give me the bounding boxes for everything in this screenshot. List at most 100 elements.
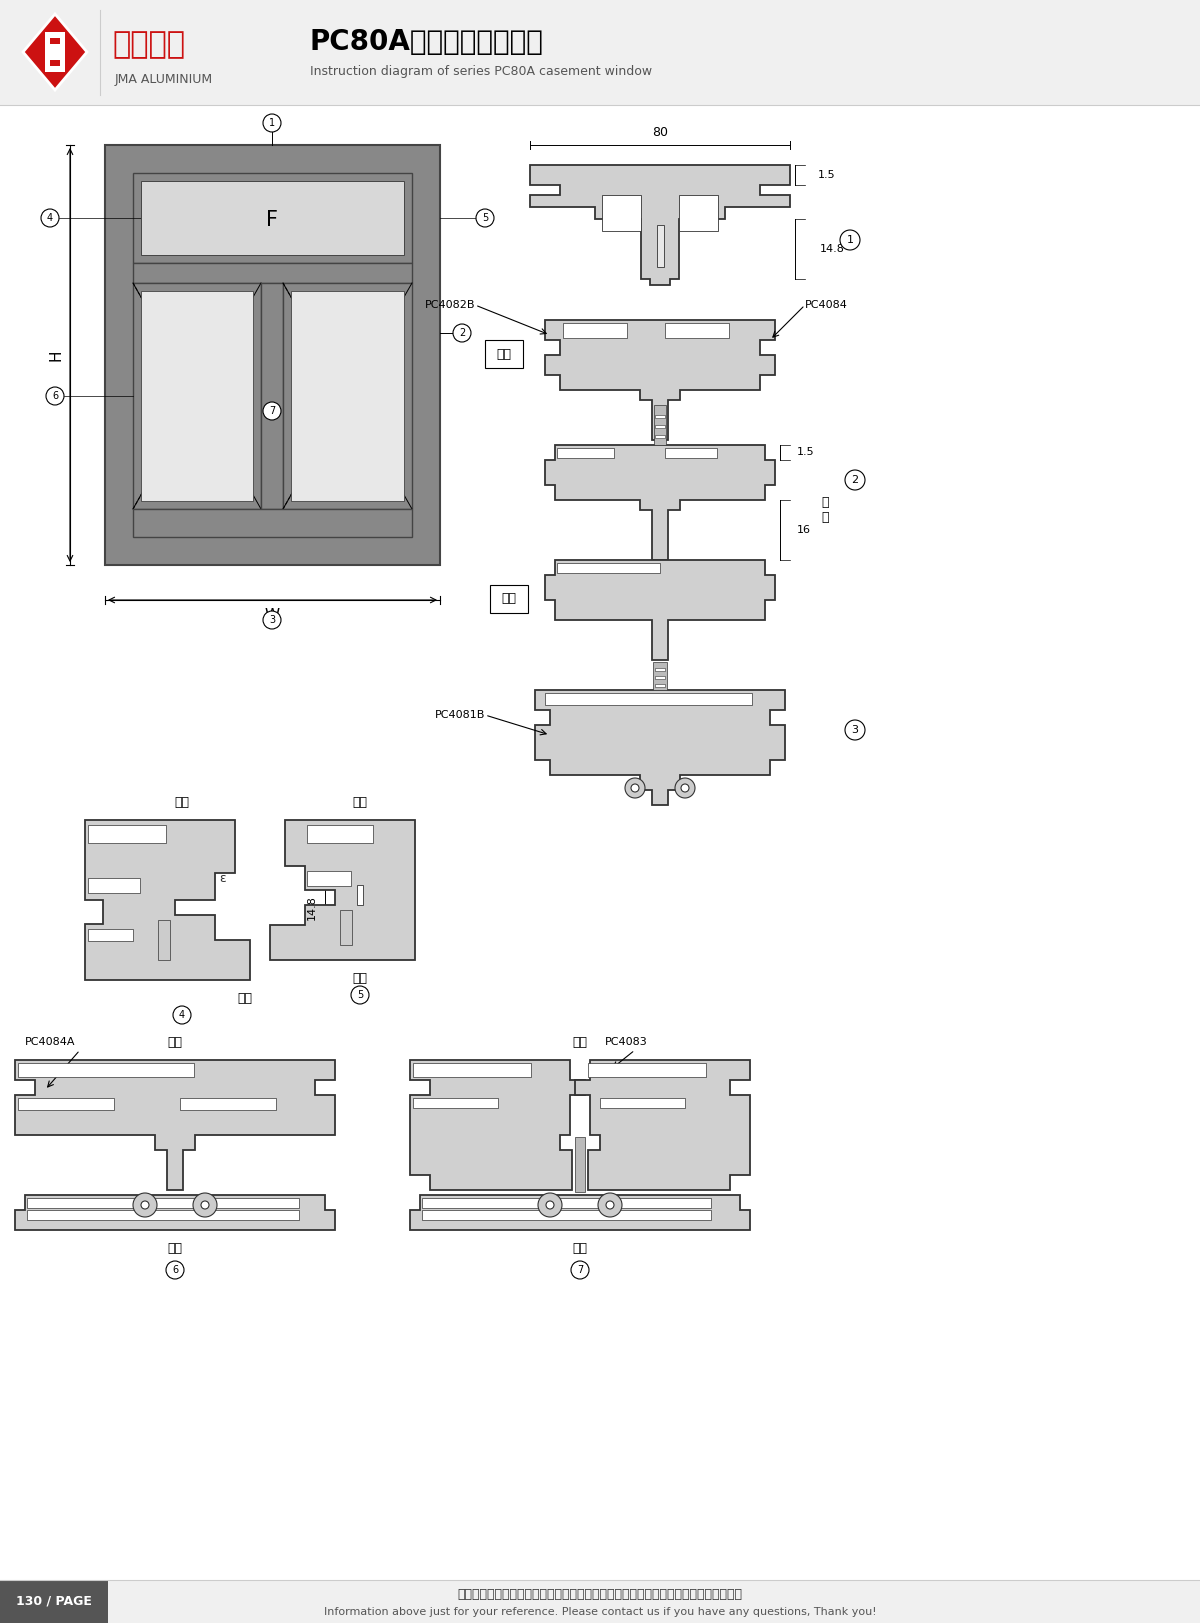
Text: 6: 6 <box>52 391 58 401</box>
Text: 16: 16 <box>797 524 811 536</box>
Bar <box>655 677 665 678</box>
Circle shape <box>454 325 470 342</box>
Circle shape <box>606 1201 614 1209</box>
Text: 7: 7 <box>577 1264 583 1276</box>
Text: 5: 5 <box>482 213 488 222</box>
Circle shape <box>571 1261 589 1279</box>
Circle shape <box>476 209 494 227</box>
Bar <box>307 824 373 842</box>
Polygon shape <box>270 820 415 959</box>
Circle shape <box>598 1193 622 1217</box>
Bar <box>340 911 352 945</box>
Text: 1.5: 1.5 <box>818 170 835 180</box>
Bar <box>485 339 523 368</box>
Bar <box>88 824 166 842</box>
Text: 室外: 室外 <box>168 1242 182 1255</box>
Bar <box>422 1211 710 1220</box>
Text: Information above just for your reference. Please contact us if you have any que: Information above just for your referenc… <box>324 1607 876 1617</box>
Bar <box>575 1138 586 1191</box>
Bar <box>653 662 667 690</box>
Bar <box>18 1063 194 1078</box>
Bar <box>679 195 718 230</box>
Text: PC80A系列平开窗结构图: PC80A系列平开窗结构图 <box>310 28 544 57</box>
Text: 室内: 室内 <box>502 592 516 605</box>
Polygon shape <box>545 445 775 560</box>
Bar <box>142 182 404 255</box>
Text: 5: 5 <box>356 990 364 1000</box>
Bar <box>654 406 666 445</box>
Polygon shape <box>14 1195 335 1230</box>
Bar <box>133 263 412 282</box>
Text: 14.8: 14.8 <box>820 243 845 255</box>
Text: 80: 80 <box>652 127 668 140</box>
Text: Instruction diagram of series PC80A casement window: Instruction diagram of series PC80A case… <box>310 65 652 78</box>
Bar <box>563 323 628 338</box>
Text: 3: 3 <box>852 725 858 735</box>
Bar <box>0 1581 1200 1623</box>
Polygon shape <box>85 820 250 980</box>
Bar <box>655 669 665 670</box>
Polygon shape <box>410 1060 586 1190</box>
Bar <box>50 36 60 68</box>
Text: PC4084: PC4084 <box>805 300 848 310</box>
Bar <box>588 1063 706 1078</box>
Bar <box>47 34 64 37</box>
Circle shape <box>202 1201 209 1209</box>
Text: 4: 4 <box>47 213 53 222</box>
Circle shape <box>41 209 59 227</box>
Bar <box>158 920 170 959</box>
Circle shape <box>46 386 64 406</box>
Text: 室内: 室内 <box>174 795 190 808</box>
Polygon shape <box>530 166 790 286</box>
Bar <box>655 683 665 687</box>
Text: 2: 2 <box>852 476 858 485</box>
Bar <box>133 510 412 537</box>
Text: 坚美铝业: 坚美铝业 <box>112 31 185 60</box>
Text: JMA ALUMINIUM: JMA ALUMINIUM <box>115 73 214 86</box>
Circle shape <box>845 471 865 490</box>
Polygon shape <box>545 560 775 661</box>
Text: 1: 1 <box>846 235 853 245</box>
Bar <box>106 144 440 565</box>
Bar <box>665 323 730 338</box>
Bar <box>655 425 665 428</box>
Text: W: W <box>265 609 280 623</box>
Circle shape <box>263 403 281 420</box>
Bar <box>0 0 1200 105</box>
Text: 室内: 室内 <box>497 347 511 360</box>
Bar <box>50 44 60 60</box>
Polygon shape <box>23 15 88 89</box>
Bar <box>413 1099 498 1109</box>
Circle shape <box>674 777 695 799</box>
Bar <box>602 195 641 230</box>
Bar <box>600 1099 685 1109</box>
Circle shape <box>538 1193 562 1217</box>
Bar <box>545 693 752 704</box>
Text: PC4084A: PC4084A <box>25 1037 76 1047</box>
Polygon shape <box>545 320 775 440</box>
Circle shape <box>263 610 281 630</box>
Bar <box>88 878 140 893</box>
Bar <box>292 291 404 502</box>
Bar <box>28 1198 299 1208</box>
Text: 1: 1 <box>269 118 275 128</box>
Text: PC4082B: PC4082B <box>425 300 475 310</box>
Circle shape <box>845 721 865 740</box>
Text: 130 / PAGE: 130 / PAGE <box>16 1594 92 1607</box>
Text: 图中所示型材截面、装配、编号、尺寸及重量仅供参考。如有疑问，请向本公司查询。: 图中所示型材截面、装配、编号、尺寸及重量仅供参考。如有疑问，请向本公司查询。 <box>457 1589 743 1602</box>
Bar <box>422 1198 710 1208</box>
Polygon shape <box>535 690 785 805</box>
Bar <box>0 1581 108 1623</box>
Text: F: F <box>266 209 278 230</box>
Bar <box>133 174 412 263</box>
Text: 室
外: 室 外 <box>821 497 829 524</box>
Bar <box>413 1063 530 1078</box>
Bar <box>262 282 283 510</box>
Circle shape <box>133 1193 157 1217</box>
Bar <box>655 415 665 419</box>
Bar <box>133 174 412 537</box>
Circle shape <box>546 1201 554 1209</box>
Bar <box>557 448 614 458</box>
Text: 1.5: 1.5 <box>797 446 815 458</box>
Text: 室内: 室内 <box>353 795 367 808</box>
